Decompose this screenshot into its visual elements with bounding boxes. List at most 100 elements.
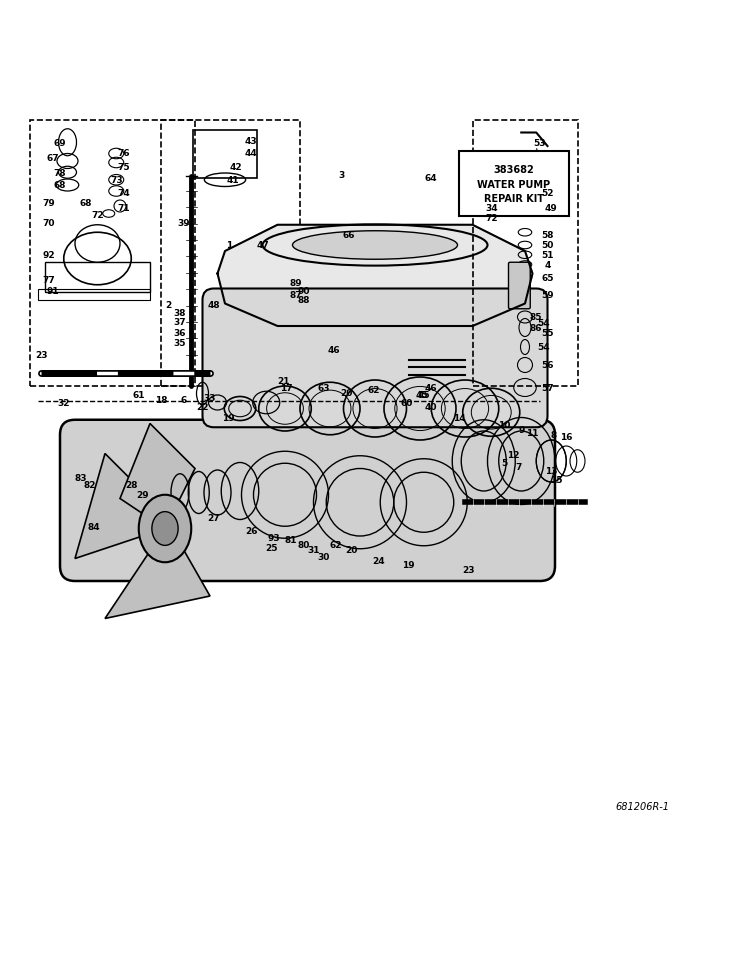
Polygon shape <box>75 454 165 558</box>
Text: 5: 5 <box>501 458 507 468</box>
Text: REPAIR KIT: REPAIR KIT <box>484 194 544 204</box>
Text: 36: 36 <box>174 328 186 337</box>
Ellipse shape <box>292 232 458 260</box>
Text: 72: 72 <box>485 213 497 222</box>
Text: 88: 88 <box>298 296 310 305</box>
Polygon shape <box>217 226 532 327</box>
Text: 54: 54 <box>538 343 550 352</box>
Text: 93: 93 <box>268 534 280 542</box>
Text: 1: 1 <box>226 241 232 251</box>
Text: 45: 45 <box>418 391 430 400</box>
Text: 20: 20 <box>345 545 357 555</box>
Text: 18: 18 <box>155 395 167 405</box>
Text: 51: 51 <box>542 251 554 260</box>
Text: 78: 78 <box>54 169 66 177</box>
Text: 49: 49 <box>544 204 557 213</box>
Text: 61: 61 <box>133 391 145 400</box>
Text: 54: 54 <box>538 318 550 328</box>
Text: 7: 7 <box>516 463 522 472</box>
Text: 27: 27 <box>208 514 220 522</box>
Text: 76: 76 <box>118 149 130 157</box>
Ellipse shape <box>152 512 178 546</box>
Text: 70: 70 <box>43 219 55 228</box>
Text: 80: 80 <box>298 541 310 550</box>
Text: 16: 16 <box>560 433 572 442</box>
Text: 92: 92 <box>43 251 55 260</box>
Text: 25: 25 <box>266 543 278 552</box>
Text: 87: 87 <box>290 291 302 299</box>
Text: 14: 14 <box>453 414 465 422</box>
Text: 85: 85 <box>530 314 542 322</box>
Text: 77: 77 <box>42 275 56 285</box>
Text: 37: 37 <box>174 317 186 327</box>
Text: 15: 15 <box>550 476 562 485</box>
Text: 29: 29 <box>136 491 148 499</box>
Text: 28: 28 <box>125 481 137 490</box>
Text: 47: 47 <box>256 241 268 251</box>
Text: 32: 32 <box>58 398 70 408</box>
Text: 45: 45 <box>416 391 428 400</box>
Text: 21: 21 <box>278 376 290 385</box>
Text: 19: 19 <box>403 560 415 569</box>
Text: 30: 30 <box>318 553 330 562</box>
Text: 12: 12 <box>508 451 520 460</box>
Text: 64: 64 <box>425 173 437 183</box>
Text: 81: 81 <box>285 536 297 545</box>
Text: 383682: 383682 <box>494 164 534 174</box>
Text: 2: 2 <box>166 301 172 310</box>
Ellipse shape <box>139 496 191 562</box>
Text: 3: 3 <box>338 171 344 180</box>
Text: 20: 20 <box>340 388 352 397</box>
Text: 10: 10 <box>498 421 510 430</box>
Text: 35: 35 <box>174 338 186 348</box>
Text: 33: 33 <box>204 394 216 402</box>
Text: 24: 24 <box>373 556 385 565</box>
Text: 58: 58 <box>542 231 554 240</box>
Text: 84: 84 <box>88 523 100 532</box>
Text: 83: 83 <box>75 474 87 482</box>
Text: 62: 62 <box>330 541 342 550</box>
Text: 9: 9 <box>518 426 524 435</box>
Text: 69: 69 <box>54 138 66 148</box>
Text: 11: 11 <box>526 429 538 437</box>
Text: 31: 31 <box>308 545 320 555</box>
Text: 62: 62 <box>368 386 380 395</box>
Text: 55: 55 <box>542 328 554 337</box>
Text: 53: 53 <box>534 138 546 148</box>
Text: 681206R-1: 681206R-1 <box>615 801 669 811</box>
Text: 23: 23 <box>463 566 475 575</box>
Text: WATER PUMP: WATER PUMP <box>477 179 550 190</box>
Text: 46: 46 <box>425 384 437 393</box>
Text: 67: 67 <box>46 153 58 163</box>
Text: 90: 90 <box>298 286 310 295</box>
Text: 66: 66 <box>343 231 355 240</box>
Text: 26: 26 <box>245 526 257 535</box>
Text: 74: 74 <box>117 189 130 198</box>
Text: 38: 38 <box>174 309 186 317</box>
Text: 89: 89 <box>290 278 302 288</box>
Polygon shape <box>105 529 210 618</box>
Text: 60: 60 <box>400 398 412 408</box>
Text: 57: 57 <box>542 384 554 393</box>
Text: 52: 52 <box>542 189 554 198</box>
FancyBboxPatch shape <box>459 152 568 216</box>
Polygon shape <box>120 424 195 529</box>
Text: 4: 4 <box>544 261 550 270</box>
Text: 42: 42 <box>230 163 242 172</box>
Text: 17: 17 <box>280 384 292 393</box>
Text: 68: 68 <box>80 198 92 208</box>
Text: 40: 40 <box>425 403 437 412</box>
Text: 22: 22 <box>196 403 208 412</box>
Text: 72: 72 <box>92 212 104 220</box>
Text: 73: 73 <box>110 176 122 185</box>
Text: 41: 41 <box>226 176 238 185</box>
Text: 6: 6 <box>181 395 187 405</box>
FancyBboxPatch shape <box>509 263 530 310</box>
Text: 65: 65 <box>542 274 554 282</box>
Text: 59: 59 <box>542 291 554 299</box>
Text: 50: 50 <box>542 241 554 251</box>
Text: 19: 19 <box>223 414 235 422</box>
Text: 34: 34 <box>485 204 497 213</box>
Text: 63: 63 <box>318 384 330 393</box>
Text: 44: 44 <box>244 149 258 157</box>
